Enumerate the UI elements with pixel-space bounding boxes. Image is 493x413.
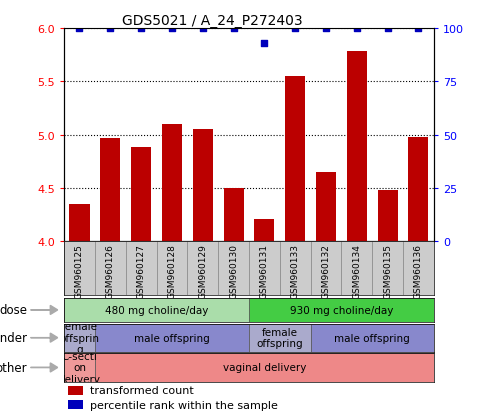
Bar: [157, 242, 187, 295]
Text: vaginal delivery: vaginal delivery: [223, 363, 306, 373]
Text: GSM960135: GSM960135: [383, 243, 392, 298]
Point: [291, 26, 299, 32]
Text: GSM960129: GSM960129: [198, 243, 207, 298]
Text: GDS5021 / A_24_P272403: GDS5021 / A_24_P272403: [122, 14, 302, 28]
Text: male offspring: male offspring: [334, 333, 410, 343]
Point: [199, 26, 207, 32]
Point: [384, 26, 391, 32]
Text: transformed count: transformed count: [90, 385, 194, 396]
Text: GSM960132: GSM960132: [321, 243, 330, 298]
Bar: [316, 173, 336, 242]
Text: GSM960131: GSM960131: [260, 243, 269, 298]
Bar: [68, 386, 83, 395]
Bar: [187, 242, 218, 295]
Bar: [341, 242, 372, 295]
Bar: [218, 242, 249, 295]
Bar: [280, 242, 311, 295]
Point: [230, 26, 238, 32]
Bar: [403, 242, 434, 295]
Text: male offspring: male offspring: [134, 333, 210, 343]
Text: percentile rank within the sample: percentile rank within the sample: [90, 400, 278, 410]
Bar: [64, 354, 95, 382]
Text: GSM960127: GSM960127: [137, 243, 145, 298]
Bar: [408, 138, 428, 242]
Text: female
offspring: female offspring: [256, 327, 303, 349]
Bar: [249, 242, 280, 295]
Bar: [100, 138, 120, 242]
Bar: [95, 242, 126, 295]
Bar: [64, 298, 249, 322]
Text: GSM960134: GSM960134: [352, 243, 361, 298]
Bar: [70, 204, 90, 242]
Text: GSM960133: GSM960133: [291, 243, 300, 298]
Bar: [285, 77, 305, 242]
Bar: [249, 298, 434, 322]
Bar: [347, 52, 367, 242]
Bar: [126, 242, 157, 295]
Bar: [254, 219, 275, 242]
Bar: [223, 188, 244, 242]
Bar: [249, 324, 311, 352]
Text: GSM960128: GSM960128: [168, 243, 176, 298]
Point: [168, 26, 176, 32]
Point: [260, 40, 268, 47]
Text: female
offsprin
g: female offsprin g: [60, 321, 100, 354]
Point: [75, 26, 83, 32]
Text: dose: dose: [0, 304, 27, 317]
Point: [137, 26, 145, 32]
Text: GSM960126: GSM960126: [106, 243, 115, 298]
Bar: [311, 242, 341, 295]
Bar: [162, 125, 182, 242]
Text: GSM960125: GSM960125: [75, 243, 84, 298]
Point: [106, 26, 114, 32]
Text: GSM960130: GSM960130: [229, 243, 238, 298]
Text: other: other: [0, 361, 27, 374]
Bar: [68, 400, 83, 409]
Point: [322, 26, 330, 32]
Bar: [372, 242, 403, 295]
Text: 480 mg choline/day: 480 mg choline/day: [105, 305, 208, 315]
Bar: [193, 130, 213, 242]
Point: [415, 26, 423, 32]
Text: GSM960136: GSM960136: [414, 243, 423, 298]
Bar: [95, 324, 249, 352]
Bar: [64, 324, 95, 352]
Text: C-secti
on
delivery: C-secti on delivery: [59, 351, 101, 384]
Bar: [311, 324, 434, 352]
Text: gender: gender: [0, 331, 27, 344]
Point: [353, 26, 361, 32]
Bar: [378, 190, 398, 242]
Bar: [131, 148, 151, 242]
Text: 930 mg choline/day: 930 mg choline/day: [290, 305, 393, 315]
Bar: [64, 242, 95, 295]
